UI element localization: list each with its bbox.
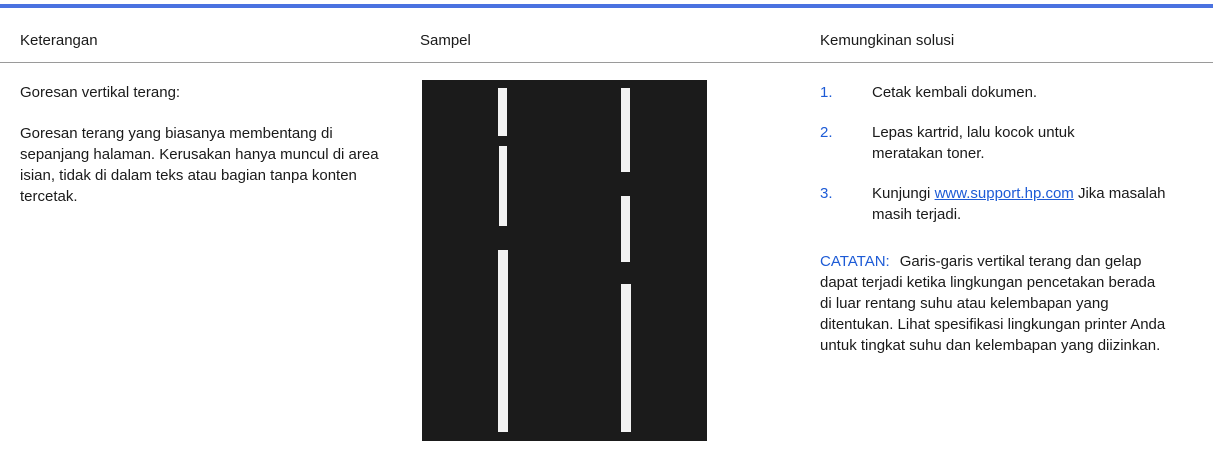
column-header: Keterangan bbox=[20, 32, 98, 49]
item-number: 1. bbox=[820, 84, 833, 101]
column-header: Kemungkinan solusi bbox=[820, 32, 955, 49]
item-text: Lepas kartrid, lalu kocok untuk merataka… bbox=[872, 124, 1075, 162]
note-text: Garis-garis vertikal terang dan gelap da… bbox=[820, 253, 1166, 354]
note: CATATAN: Garis-garis vertikal terang dan … bbox=[820, 251, 1170, 356]
description: Goresan vertikal terang: Goresan terang … bbox=[20, 82, 400, 207]
column-header: Sampel bbox=[420, 32, 471, 49]
solutions: 1. Cetak kembali dokumen. 2. Lepas kartr… bbox=[820, 82, 1200, 356]
description-title: Goresan vertikal terang: bbox=[20, 84, 181, 101]
note-label: CATATAN: bbox=[820, 253, 890, 270]
top-rule bbox=[0, 4, 1213, 8]
item-number: 3. bbox=[820, 185, 833, 202]
item-text: Kunjungi bbox=[872, 185, 931, 202]
support-link[interactable]: www.support.hp.com bbox=[934, 185, 1074, 202]
item-text: Jika masalah masih terjadi. bbox=[872, 185, 1166, 223]
solution-item: 3. Kunjungi www.support.hp.com Jika masa… bbox=[820, 183, 1200, 225]
solution-item: 2. Lepas kartrid, lalu kocok untuk merat… bbox=[820, 122, 1200, 164]
solution-item: 1. Cetak kembali dokumen. bbox=[820, 82, 1200, 103]
description-text: Goresan terang yang biasanya membentang … bbox=[20, 125, 379, 205]
sample-image bbox=[422, 80, 707, 441]
header-rule bbox=[0, 62, 1213, 63]
item-text: Cetak kembali dokumen. bbox=[872, 84, 1038, 101]
item-number: 2. bbox=[820, 124, 833, 141]
